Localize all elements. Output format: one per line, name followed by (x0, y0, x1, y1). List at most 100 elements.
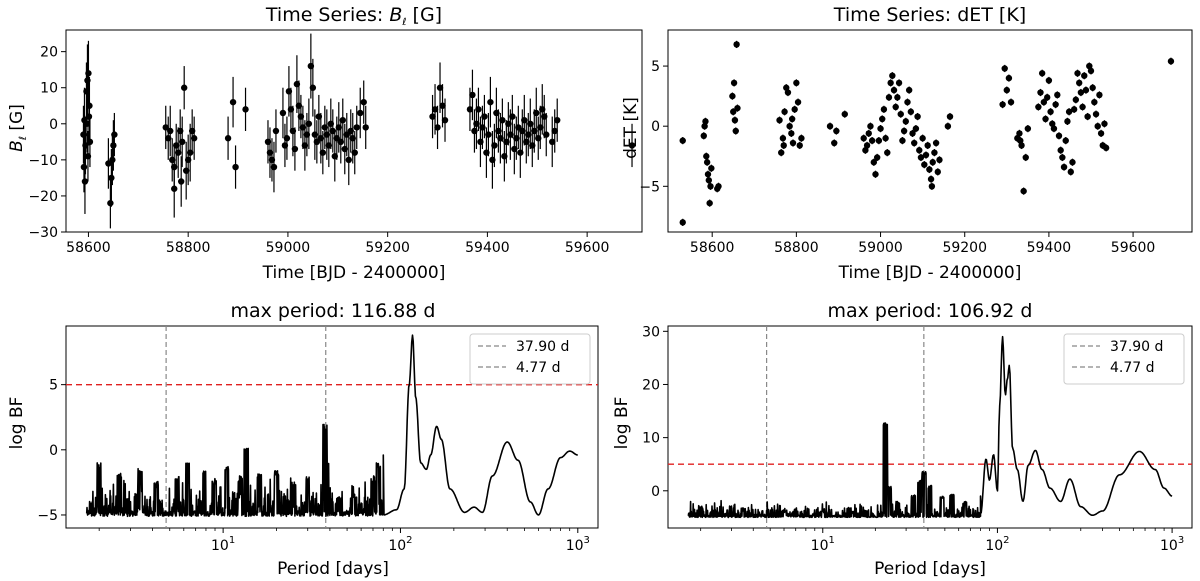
data-point (1102, 144, 1110, 152)
data-point (441, 116, 449, 124)
data-point (733, 41, 740, 48)
data-point (926, 166, 933, 173)
data-point (894, 94, 901, 101)
legend: 37.90 d 4.77 d (469, 333, 591, 385)
data-point (729, 92, 736, 100)
data-point (434, 124, 441, 131)
data-point (936, 156, 943, 164)
axes-frame (65, 325, 599, 529)
data-point (1054, 91, 1061, 99)
data-point (1052, 101, 1059, 108)
axes-frame (667, 29, 1193, 233)
data-point (788, 130, 795, 137)
y-axis-label: log BF (612, 397, 632, 450)
data-point (890, 86, 898, 94)
x-tick-label: 59000 (266, 240, 311, 256)
data-point (703, 153, 710, 160)
data-point (167, 127, 174, 135)
data-point (916, 147, 923, 154)
axes-frame (667, 325, 1193, 529)
data-point (171, 163, 178, 171)
data-point (1007, 98, 1015, 106)
y-tick-label: 0 (651, 119, 660, 135)
data-point (543, 131, 550, 138)
bayes-factor-curve (85, 334, 578, 518)
data-point (703, 159, 711, 166)
data-point (242, 106, 249, 113)
legend-label: 37.90 d (1110, 339, 1163, 355)
data-point (1072, 96, 1080, 103)
data-point (897, 110, 904, 118)
data-point (224, 135, 232, 142)
data-point (499, 116, 506, 124)
data-point (1042, 115, 1049, 123)
data-point (870, 159, 878, 166)
data-point (879, 115, 886, 123)
data-point (796, 142, 803, 149)
data-point (831, 139, 838, 147)
data-point (353, 124, 360, 131)
data-point (872, 171, 879, 178)
chart-title: max period: 116.88 d (231, 300, 436, 322)
y-tick-label: 5 (651, 59, 660, 75)
data-point (86, 138, 94, 146)
data-point (80, 163, 88, 171)
data-point (911, 139, 918, 147)
data-point (487, 98, 494, 106)
data-point (679, 219, 686, 226)
data-point (1055, 132, 1063, 140)
y-tick-label: −5 (639, 179, 660, 195)
y-tick-label: 10 (40, 81, 58, 97)
data-point (1060, 163, 1068, 171)
data-point (833, 127, 840, 135)
data-point (628, 142, 636, 149)
data-point (704, 171, 712, 178)
data-point (357, 109, 364, 117)
data-point (892, 103, 899, 111)
data-point (946, 113, 954, 120)
data-point (351, 149, 358, 156)
data-point (485, 131, 492, 138)
data-point (1082, 86, 1090, 94)
plot-area: 101 102 103 −5 0 5 37.90 d 4.77 d (37, 325, 599, 554)
y-tick-label: 0 (49, 443, 58, 459)
data-point (776, 116, 783, 124)
legend-box (469, 333, 591, 385)
x-tick-label: 59400 (465, 240, 510, 256)
y-axis-label: dET [K] (621, 97, 641, 159)
x-tick-label: 58600 (66, 240, 111, 256)
data-point (679, 137, 686, 144)
data-point (305, 120, 313, 127)
data-point (794, 98, 802, 106)
y-axis-label: log BF (7, 397, 27, 450)
data-point (779, 135, 787, 142)
data-point (1057, 147, 1064, 154)
panel-bayes-factor-det: max period: 106.92 d 101 102 103 0 10 20 30 37.… (612, 300, 1193, 579)
x-tick-label: 102 (985, 535, 1009, 554)
bayes-factor-curve (687, 335, 1173, 519)
data-point (469, 91, 476, 99)
data-point (701, 122, 708, 130)
data-point (1097, 130, 1105, 137)
data-point (1001, 65, 1008, 72)
data-point (162, 124, 169, 131)
data-point (178, 178, 185, 185)
x-tick-label: 101 (211, 535, 235, 554)
data-point (912, 125, 920, 132)
data-point (895, 79, 903, 87)
chart-title: Time Series: Bℓ [G] (265, 4, 442, 28)
data-point (1091, 98, 1098, 106)
x-tick-label: 59600 (565, 240, 610, 256)
data-point (1087, 67, 1095, 75)
data-point (921, 161, 928, 168)
data-point (108, 174, 115, 182)
x-tick-label: 59600 (1111, 240, 1156, 256)
data-points (679, 40, 1175, 226)
data-point (85, 113, 93, 120)
data-point (110, 142, 117, 149)
data-point (439, 102, 446, 109)
legend-label: 4.77 d (1110, 360, 1155, 376)
data-point (999, 101, 1006, 108)
data-point (360, 98, 367, 106)
data-point (1077, 89, 1085, 96)
